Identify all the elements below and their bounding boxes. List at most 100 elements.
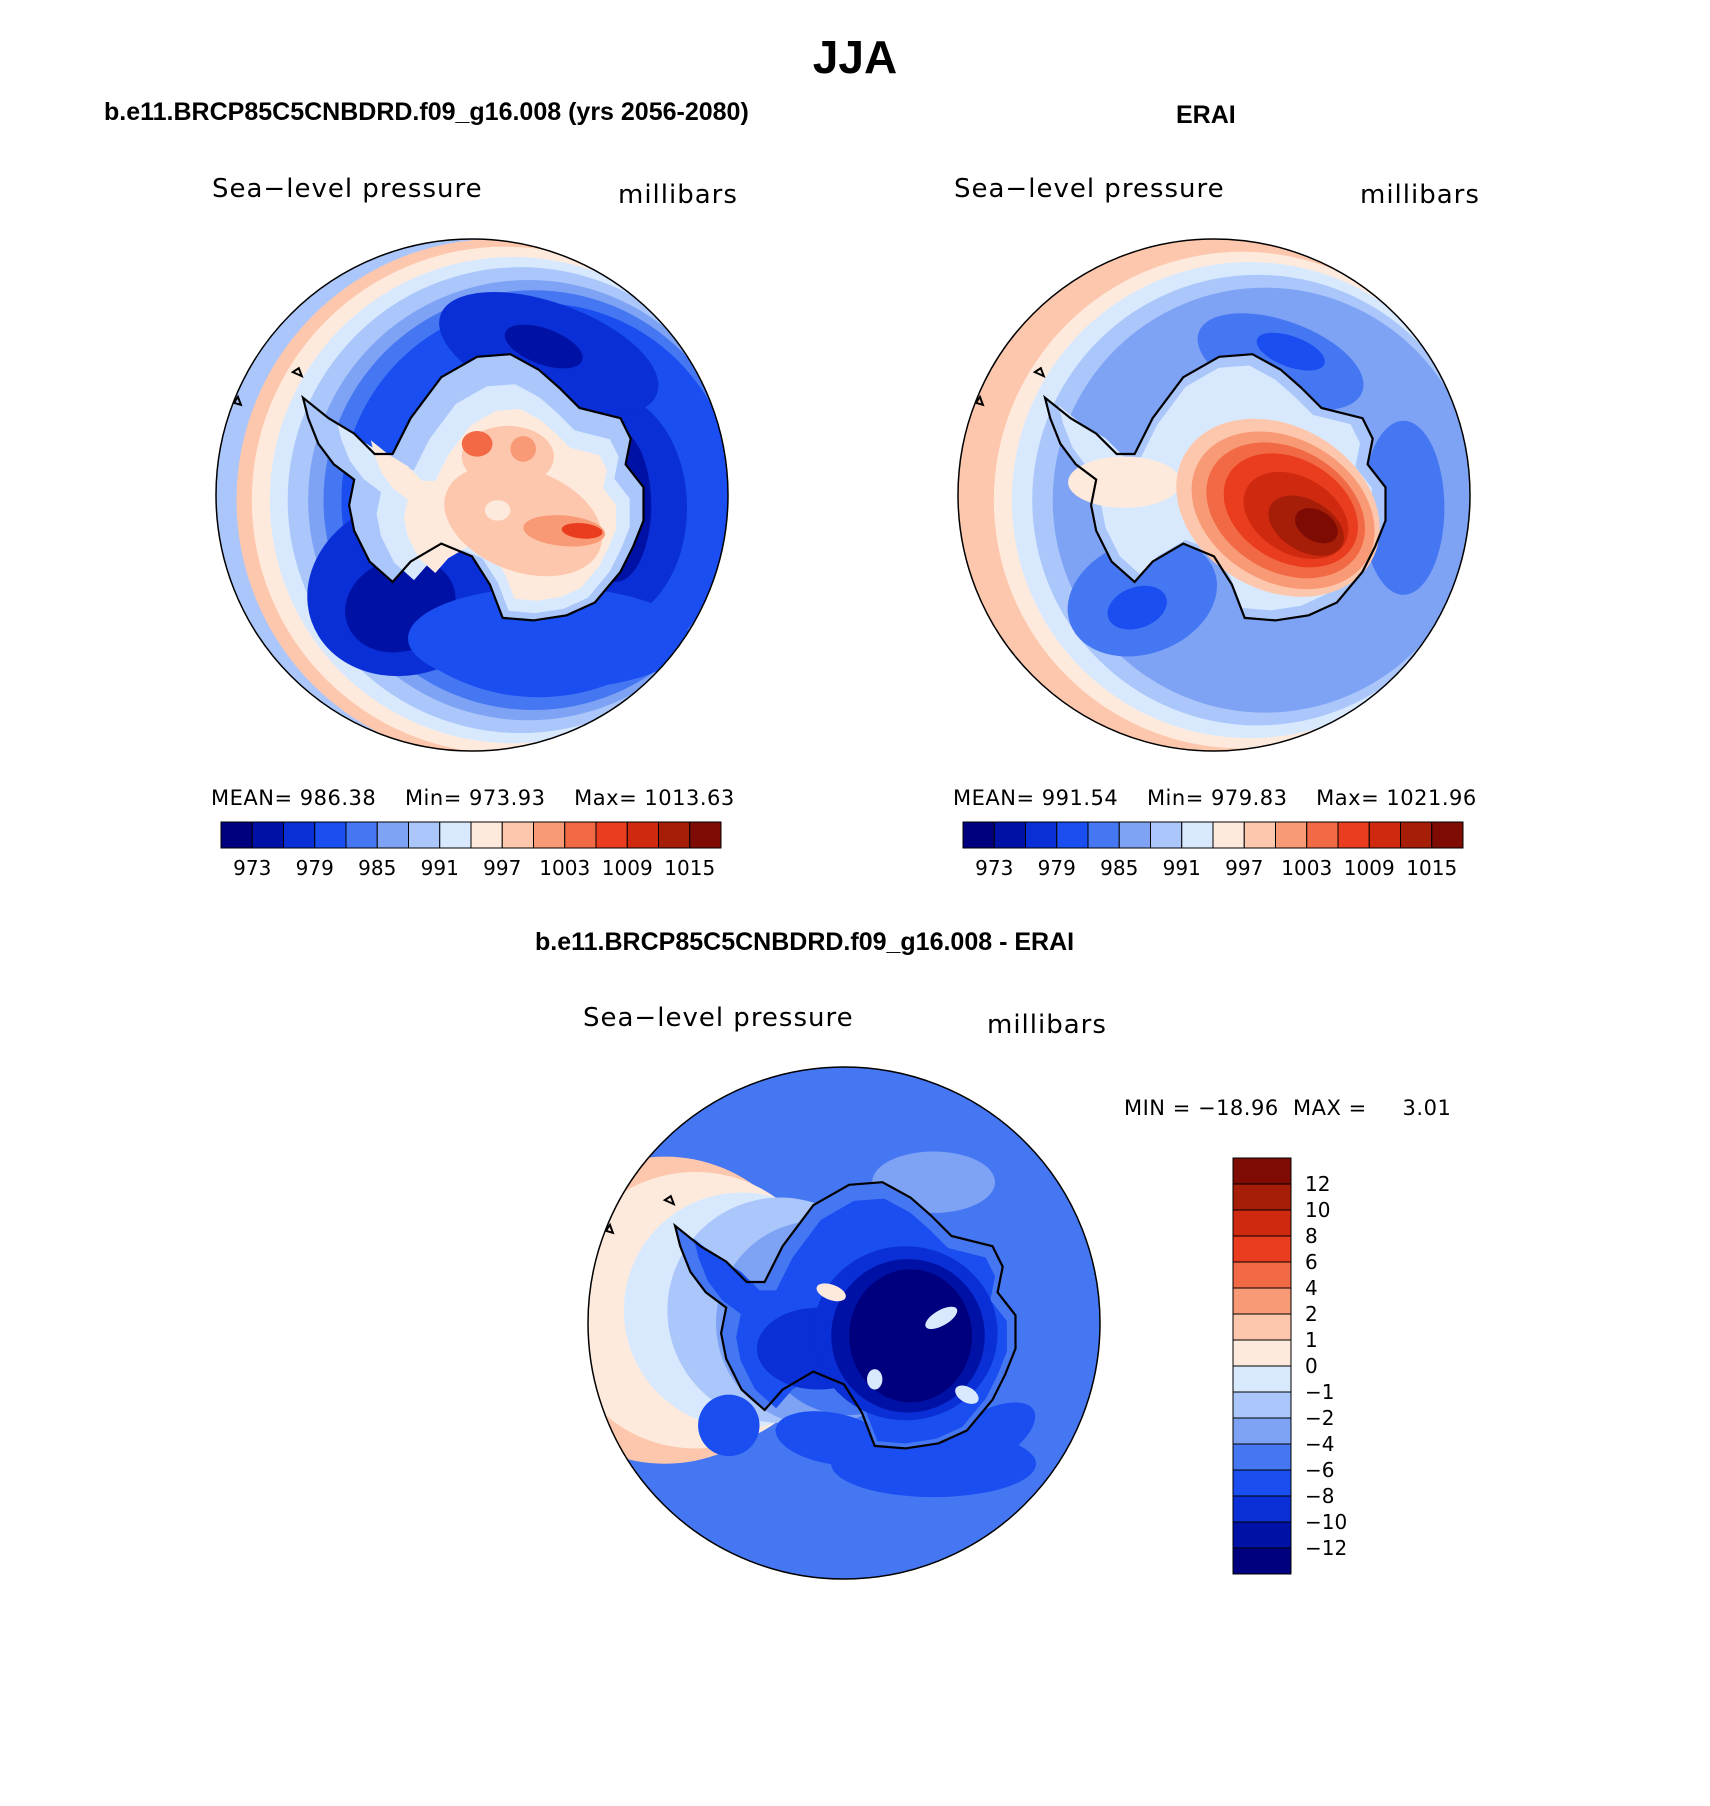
model-mean-value: 986.38 <box>299 786 377 810</box>
diff-var-label: Sea−level pressure <box>583 1003 854 1033</box>
model-polar-map <box>215 238 729 752</box>
diff-polar-map <box>587 1066 1101 1580</box>
model-min-label: Min= <box>404 786 462 810</box>
obs-colorbar-tick: 973 <box>975 856 1014 880</box>
diff-colorbar-box <box>1232 1261 1292 1289</box>
obs-colorbar <box>962 821 1464 849</box>
model-colorbar-box <box>626 821 659 849</box>
model-max-value: 1013.63 <box>644 786 735 810</box>
model-colorbar-box <box>658 821 691 849</box>
obs-polar-map <box>957 238 1471 752</box>
obs-colorbar-box <box>1150 821 1183 849</box>
obs-contour-region <box>1362 420 1445 595</box>
diff-colorbar <box>1232 1157 1292 1575</box>
model-colorbar-box <box>501 821 534 849</box>
diff-land-contour-region <box>925 1306 958 1330</box>
model-var-label: Sea−level pressure <box>212 174 483 204</box>
model-mean-label: MEAN= <box>211 786 293 810</box>
diff-land-contour-region <box>816 1283 846 1302</box>
obs-colorbar-box <box>1275 821 1308 849</box>
diff-colorbar-tick: 2 <box>1305 1302 1318 1326</box>
main-title: JJA <box>812 31 898 83</box>
diff-coastline <box>673 1181 1017 1450</box>
diff-island <box>604 1222 615 1235</box>
model-island <box>232 394 243 407</box>
obs-colorbar-box <box>1118 821 1151 849</box>
diff-colorbar-box <box>1232 1495 1292 1523</box>
model-land-contour-region <box>484 500 511 521</box>
diff-colorbar-box <box>1232 1183 1292 1211</box>
model-colorbar-box <box>220 821 253 849</box>
model-colorbar-box <box>564 821 597 849</box>
diff-colorbar-tick: 12 <box>1305 1172 1331 1196</box>
model-island <box>290 366 304 379</box>
obs-colorbar-box <box>1431 821 1464 849</box>
model-land-contour-region <box>510 436 536 462</box>
model-colorbar-tick: 979 <box>295 856 334 880</box>
diff-colorbar-box <box>1232 1339 1292 1367</box>
obs-contour-region <box>1256 332 1325 371</box>
diff-colorbar-tick: −10 <box>1305 1510 1348 1534</box>
obs-colorbar-box <box>1087 821 1120 849</box>
obs-colorbar-box <box>1368 821 1401 849</box>
obs-colorbar-box <box>1306 821 1339 849</box>
diff-contour-region <box>934 1402 1036 1475</box>
obs-colorbar-tick: 985 <box>1100 856 1139 880</box>
model-colorbar-tick: 1015 <box>664 856 716 880</box>
model-land-contour-region <box>461 431 493 457</box>
model-colorbar-box <box>533 821 566 849</box>
obs-colorbar-box <box>962 821 995 849</box>
diff-colorbar-tick: 1 <box>1305 1328 1318 1352</box>
model-colorbar-tick: 973 <box>233 856 272 880</box>
model-colorbar-tick: 991 <box>420 856 459 880</box>
diff-colorbar-box <box>1232 1417 1292 1445</box>
obs-max-label: Max= <box>1316 786 1380 810</box>
diff-panel-title: b.e11.BRCP85C5CNBDRD.f09_g16.008 - ERAI <box>535 928 1075 956</box>
obs-mean-value: 991.54 <box>1041 786 1119 810</box>
obs-stats: MEAN= 991.54 Min= 979.83 Max= 1021.96 <box>953 786 1477 810</box>
obs-colorbar-box <box>1400 821 1433 849</box>
model-panel-title: b.e11.BRCP85C5CNBDRD.f09_g16.008 (yrs 20… <box>104 98 749 126</box>
diff-colorbar-box <box>1232 1365 1292 1393</box>
model-contour-region <box>504 324 583 369</box>
obs-map-border <box>957 238 1471 752</box>
model-coastline <box>301 353 645 622</box>
diff-colorbar-tick: −2 <box>1305 1406 1335 1430</box>
diff-colorbar-tick: 8 <box>1305 1224 1318 1248</box>
model-colorbar-box <box>470 821 503 849</box>
obs-colorbar-tick: 997 <box>1225 856 1264 880</box>
obs-max-value: 1021.96 <box>1386 786 1477 810</box>
model-colorbar-tick: 1003 <box>539 856 591 880</box>
diff-colorbar-box <box>1232 1157 1292 1185</box>
obs-min-label: Min= <box>1146 786 1204 810</box>
model-units-label: millibars <box>618 180 738 210</box>
diff-colorbar-tick: 6 <box>1305 1250 1318 1274</box>
diff-colorbar-box <box>1232 1443 1292 1471</box>
model-colorbar-box <box>283 821 316 849</box>
model-min-value: 973.93 <box>468 786 546 810</box>
obs-coastline <box>1043 353 1387 622</box>
model-colorbar-box <box>439 821 472 849</box>
diff-colorbar-box <box>1232 1391 1292 1419</box>
model-colorbar-tick: 997 <box>483 856 522 880</box>
diff-land-contour-region <box>955 1385 979 1404</box>
diff-colorbar-box <box>1232 1313 1292 1341</box>
obs-colorbar-tick: 1015 <box>1406 856 1458 880</box>
model-map-border <box>215 238 729 752</box>
obs-colorbar-tick: 991 <box>1162 856 1201 880</box>
diff-land-contour-region <box>867 1369 883 1390</box>
obs-colorbar-box <box>1056 821 1089 849</box>
obs-panel-title: ERAI <box>1176 101 1236 129</box>
model-stats: MEAN= 986.38 Min= 973.93 Max= 1013.63 <box>211 786 735 810</box>
model-colorbar-box <box>595 821 628 849</box>
obs-island <box>974 394 985 407</box>
diff-colorbar-tick: 0 <box>1305 1354 1318 1378</box>
model-colorbar-box <box>376 821 409 849</box>
obs-colorbar-box <box>1025 821 1058 849</box>
model-colorbar-box <box>314 821 347 849</box>
obs-contour-region <box>1107 585 1167 630</box>
model-colorbar-tick: 1009 <box>601 856 653 880</box>
obs-colorbar-box <box>1337 821 1370 849</box>
diff-colorbar-tick: −4 <box>1305 1432 1335 1456</box>
obs-mean-label: MEAN= <box>953 786 1035 810</box>
